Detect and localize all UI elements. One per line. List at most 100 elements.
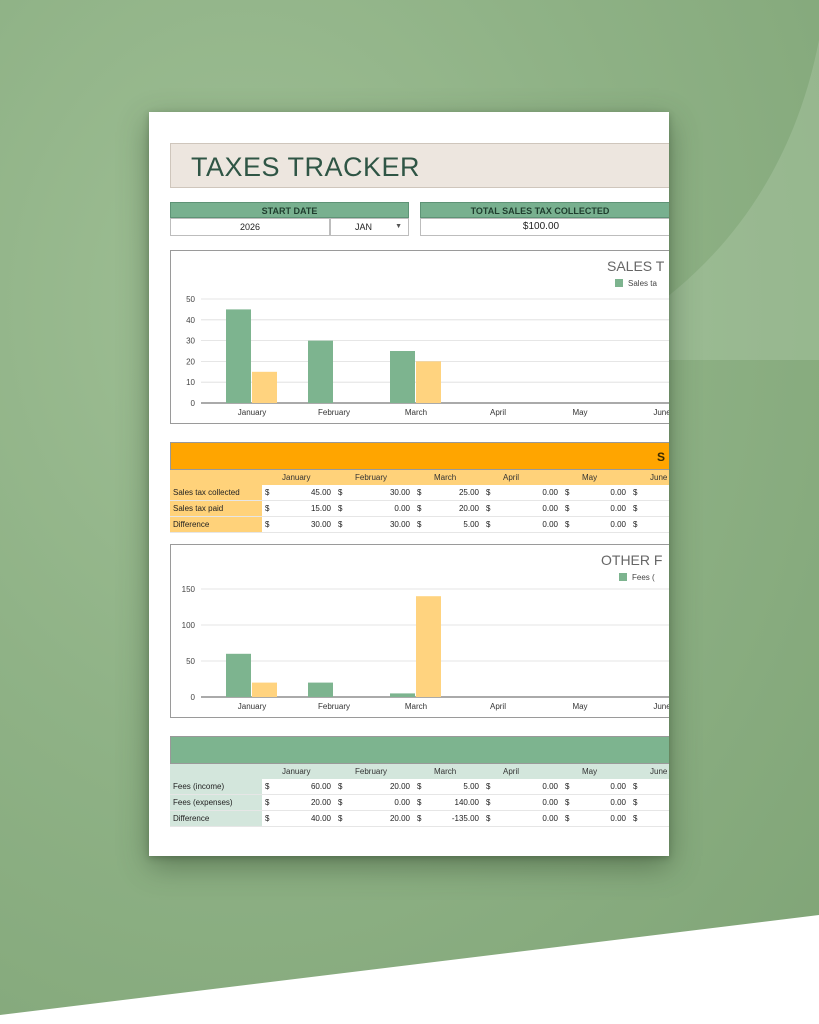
sales-tax-table-cell[interactable]: $45.00 [265, 488, 331, 497]
start-year-field[interactable]: 2026 [170, 218, 330, 236]
sales-tax-chart-x-tick-label: May [572, 408, 587, 417]
other-fees-chart-legend: Fees ( [619, 573, 655, 582]
sales-tax-table-cell[interactable]: $20.00 [417, 504, 479, 513]
sales-tax-table: S January February March April May June Sales… [170, 442, 669, 533]
fees-table-cell[interactable]: $0.00 [486, 814, 558, 823]
sales-tax-chart-y-tick-label: 0 [191, 399, 196, 408]
sales-tax-month-row: January February March April May June [170, 470, 669, 485]
table-row: Sales tax paid $15.00 $0.00 $20.00 $0.00 $0.0… [170, 501, 669, 517]
sales-tax-table-cell[interactable]: $ [633, 504, 638, 513]
fees-table-cell[interactable]: $20.00 [338, 782, 410, 791]
sales-tax-chart-x-tick-label: April [490, 408, 506, 417]
sales-tax-table-title: S [656, 450, 665, 464]
other-fees-chart-y-tick-label: 100 [182, 621, 196, 630]
sales-tax-table-cell[interactable]: $30.00 [338, 520, 410, 529]
start-month-value: JAN [355, 222, 373, 232]
fees-table-month-header: January [282, 767, 311, 776]
fees-table-cell[interactable]: $ [633, 782, 638, 791]
other-fees-chart-bar [390, 693, 415, 697]
fees-table-cell[interactable]: $ [633, 798, 638, 807]
page-title: TAXES TRACKER [191, 152, 421, 182]
sales-tax-table-month-header: June [650, 473, 668, 482]
other-fees-chart-x-tick-label: May [572, 702, 587, 711]
fees-table: January February March April May June Fees (i… [170, 736, 669, 827]
fees-table-row-label: Difference [170, 811, 262, 826]
total-collected-header: TOTAL SALES TAX COLLECTED [420, 202, 669, 218]
fees-table-cell[interactable]: $0.00 [565, 782, 626, 791]
other-fees-chart-x-tick-label: February [318, 702, 350, 711]
fees-table-month-header: June [650, 767, 668, 776]
other-fees-chart-y-tick-label: 150 [182, 585, 196, 594]
sales-tax-chart-bar [252, 371, 277, 403]
sales-tax-chart-bar [226, 309, 251, 403]
fees-table-month-header: March [434, 767, 457, 776]
title-banner: TAXES TRACKER [170, 143, 669, 188]
sales-tax-table-month-header: February [355, 473, 388, 482]
sales-tax-table-cell[interactable]: $5.00 [417, 520, 479, 529]
fees-table-row-label: Fees (income) [170, 779, 262, 794]
other-fees-chart-y-tick-label: 0 [191, 693, 196, 702]
fees-table-cell[interactable]: $20.00 [265, 798, 331, 807]
sales-tax-table-cell[interactable]: $0.00 [486, 504, 558, 513]
fees-table-cell[interactable]: $0.00 [338, 798, 410, 807]
fees-table-cell[interactable]: $20.00 [338, 814, 410, 823]
fees-table-cell[interactable]: $ [633, 814, 638, 823]
sales-tax-table-cell[interactable]: $ [633, 520, 638, 529]
other-fees-chart-bar [416, 596, 441, 697]
other-fees-chart-x-tick-label: March [405, 702, 427, 711]
fees-table-row-label: Fees (expenses) [170, 795, 262, 810]
sales-tax-table-header: S [170, 442, 669, 470]
sales-tax-table-cell[interactable]: $0.00 [486, 488, 558, 497]
fees-month-row: January February March April May June [170, 764, 669, 779]
sales-tax-table-cell[interactable]: $0.00 [565, 504, 626, 513]
fees-table-cell[interactable]: $5.00 [417, 782, 479, 791]
fees-table-month-header: February [355, 767, 388, 776]
other-fees-chart-y-tick-label: 50 [186, 657, 195, 666]
sales-tax-table-cell[interactable]: $0.00 [486, 520, 558, 529]
table-row: Fees (income) $60.00 $20.00 $5.00 $0.00 $0.00… [170, 779, 669, 795]
sales-tax-table-cell[interactable]: $30.00 [338, 488, 410, 497]
fees-table-cell[interactable]: $0.00 [486, 798, 558, 807]
total-collected-value: $100.00 [420, 218, 669, 236]
fees-table-cell[interactable]: $0.00 [486, 782, 558, 791]
sales-tax-table-cell[interactable]: $0.00 [565, 488, 626, 497]
sales-tax-table-cell[interactable]: $ [633, 488, 638, 497]
sales-tax-chart-y-tick-label: 10 [186, 378, 195, 387]
fees-table-cell[interactable]: $ -135.00 [417, 814, 479, 823]
sales-tax-chart-y-tick-label: 40 [186, 316, 195, 325]
other-fees-chart-title: OTHER F [601, 552, 663, 568]
sales-tax-chart-x-tick-label: March [405, 408, 427, 417]
sales-tax-table-month-header: January [282, 473, 311, 482]
sales-tax-chart-legend: Sales ta [615, 279, 657, 288]
other-fees-chart-x-tick-label: January [238, 702, 266, 711]
sales-tax-table-row-label: Sales tax collected [170, 485, 262, 500]
sales-tax-table-cell[interactable]: $0.00 [565, 520, 626, 529]
sales-tax-table-cell[interactable]: $0.00 [338, 504, 410, 513]
fees-table-cell[interactable]: $0.00 [565, 798, 626, 807]
sales-tax-table-cell[interactable]: $15.00 [265, 504, 331, 513]
sales-tax-chart-title: SALES T [607, 258, 665, 274]
sales-tax-table-month-header: April [503, 473, 520, 482]
sales-tax-table-cell[interactable]: $30.00 [265, 520, 331, 529]
sales-tax-table-cell[interactable]: $25.00 [417, 488, 479, 497]
dropdown-arrow-icon: ▼ [395, 223, 402, 230]
sales-tax-table-row-label: Difference [170, 517, 262, 532]
table-row: Fees (expenses) $20.00 $0.00 $140.00 $0.00 $0… [170, 795, 669, 811]
fees-table-cell[interactable]: $0.00 [565, 814, 626, 823]
sales-tax-chart-x-tick-label: January [238, 408, 266, 417]
sales-tax-chart: 0 10 20 30 40 50 January February March April May J… [170, 250, 669, 424]
sales-tax-table-row-label: Sales tax paid [170, 501, 262, 516]
sales-tax-chart-bar [416, 361, 441, 403]
sales-tax-chart-y-tick-label: 30 [186, 337, 195, 346]
fees-table-cell[interactable]: $40.00 [265, 814, 331, 823]
table-row: Difference $40.00 $20.00 $ -135.00 $0.00 $0.00… [170, 811, 669, 827]
start-month-select[interactable]: JAN ▼ [330, 218, 409, 236]
start-date-header: START DATE [170, 202, 409, 218]
sales-tax-table-month-header: May [582, 473, 598, 482]
other-fees-chart-bar [308, 682, 333, 697]
fees-table-cell[interactable]: $140.00 [417, 798, 479, 807]
sales-tax-chart-y-tick-label: 50 [186, 295, 195, 304]
fees-table-cell[interactable]: $60.00 [265, 782, 331, 791]
other-fees-chart-bar [226, 653, 251, 697]
